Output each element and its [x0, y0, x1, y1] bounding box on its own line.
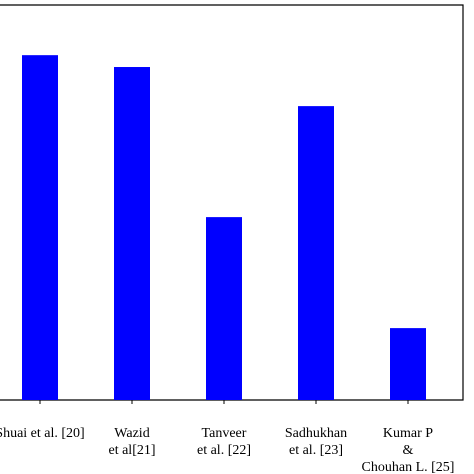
bar [206, 217, 242, 400]
x-tick-label-line: Shuai et al. [20] [0, 426, 85, 441]
bar [22, 55, 58, 400]
x-tick-label-line: et al. [22] [197, 443, 251, 458]
x-tick-label-line: Chouhan L. [25] [362, 460, 455, 474]
bar [298, 106, 334, 401]
x-tick-label: Wazid et al[21] [108, 426, 155, 458]
x-tick-label-line: Tanveer [202, 426, 247, 441]
x-tick-label-line: et al. [23] [289, 443, 343, 458]
x-tick-label: Shuai et al. [20] [0, 426, 85, 441]
x-tick-label: Kumar P & Chouhan L. [25] [362, 426, 455, 474]
x-tick-label: Tanveer et al. [22] [197, 426, 251, 458]
x-tick-label-line: Wazid [114, 426, 149, 441]
bar [114, 67, 150, 400]
x-tick-label: Sadhukhan et al. [23] [285, 426, 347, 458]
bar [390, 328, 426, 400]
x-tick-label-line: Kumar P [383, 426, 433, 441]
x-tick-label-line: Sadhukhan [285, 426, 347, 441]
x-tick-label-line: & [403, 443, 414, 458]
x-tick-label-line: et al[21] [108, 443, 155, 458]
